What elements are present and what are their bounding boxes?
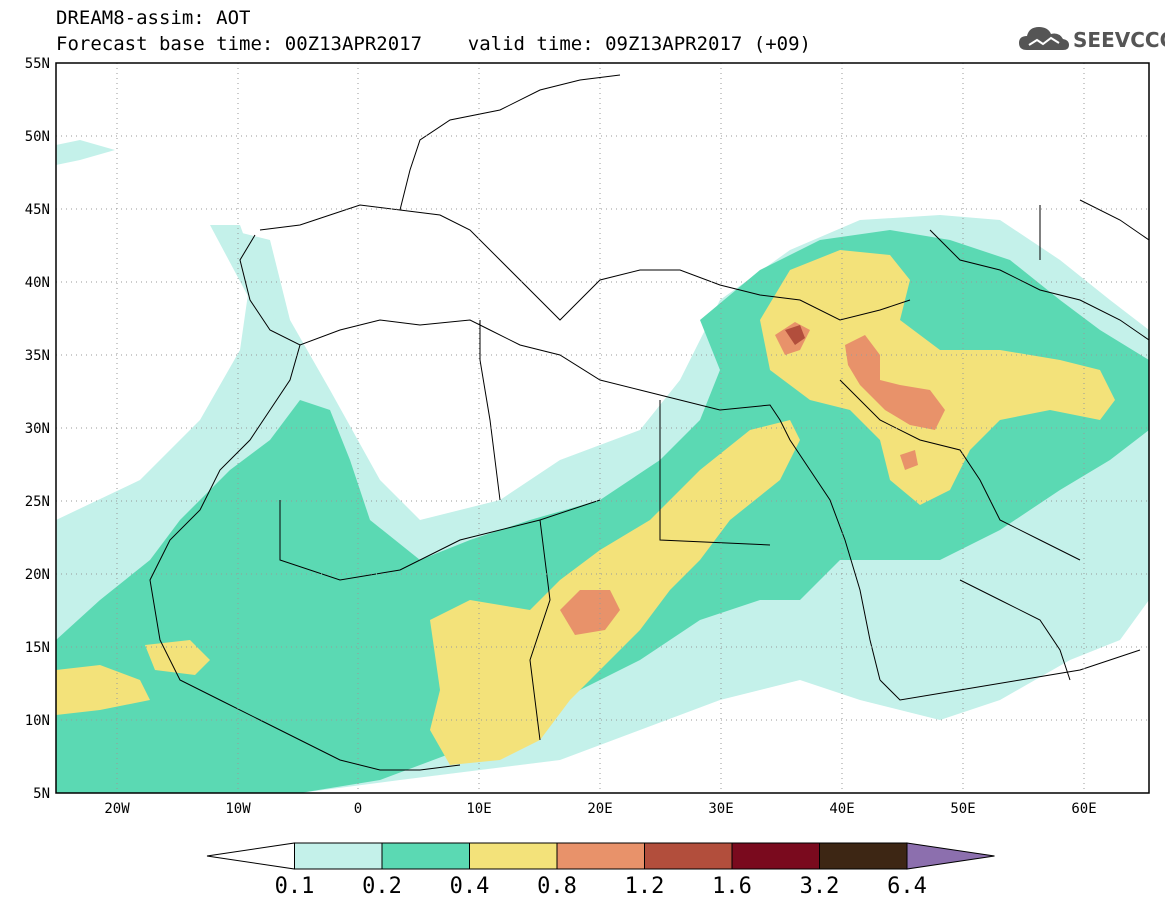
lat-label: 15N — [25, 640, 50, 656]
legend-label: 0.4 — [450, 874, 490, 899]
lon-label: 40E — [829, 801, 854, 817]
lat-label: 45N — [25, 202, 50, 218]
legend-label: 1.6 — [712, 874, 752, 899]
map-subtitle: Forecast base time: 00Z13APR2017 valid t… — [56, 33, 811, 55]
lat-label: 50N — [25, 129, 50, 145]
lat-label: 55N — [25, 56, 50, 72]
legend-swatch — [206, 842, 295, 870]
lat-label: 35N — [25, 348, 50, 364]
lon-label: 10E — [466, 801, 491, 817]
legend-label: 0.8 — [537, 874, 577, 899]
lon-labels: 20W 10W 0 10E 20E 30E 40E 50E 60E — [104, 801, 1096, 817]
legend-label: 3.2 — [800, 874, 840, 899]
lat-label: 5N — [33, 786, 50, 802]
map-title: DREAM8-assim: AOT — [56, 7, 251, 29]
lon-label: 20W — [104, 801, 130, 817]
lon-label: 10W — [225, 801, 251, 817]
aot-shading — [56, 140, 1149, 793]
legend-swatch — [294, 842, 383, 870]
lon-label: 30E — [708, 801, 733, 817]
brand-logo: SEEVCCC — [1017, 20, 1165, 56]
legend-swatch — [906, 842, 995, 870]
lat-label: 10N — [25, 713, 50, 729]
legend-label: 1.2 — [625, 874, 665, 899]
lat-label: 20N — [25, 567, 50, 583]
lon-label: 60E — [1071, 801, 1096, 817]
lon-label: 0 — [354, 801, 362, 817]
map-frame — [55, 62, 1150, 794]
legend-label: 0.1 — [275, 874, 315, 899]
legend-swatch — [819, 842, 908, 870]
gridlines — [56, 63, 1149, 793]
legend-swatch — [731, 842, 820, 870]
legend-swatch — [644, 842, 733, 870]
legend-swatch — [469, 842, 558, 870]
lon-label: 20E — [587, 801, 612, 817]
lat-label: 25N — [25, 494, 50, 510]
lon-label: 50E — [950, 801, 975, 817]
lat-label: 40N — [25, 275, 50, 291]
lat-label: 30N — [25, 421, 50, 437]
legend-swatch — [556, 842, 645, 870]
country-borders — [149, 74, 1149, 771]
legend-label: 0.2 — [362, 874, 402, 899]
legend-swatch — [381, 842, 470, 870]
lat-labels: 55N 50N 45N 40N 35N 30N 25N 20N 15N 10N … — [25, 56, 50, 802]
brand-name: SEEVCCC — [1073, 28, 1165, 52]
legend-label: 6.4 — [887, 874, 927, 899]
cloud-logo-icon — [1019, 27, 1069, 50]
